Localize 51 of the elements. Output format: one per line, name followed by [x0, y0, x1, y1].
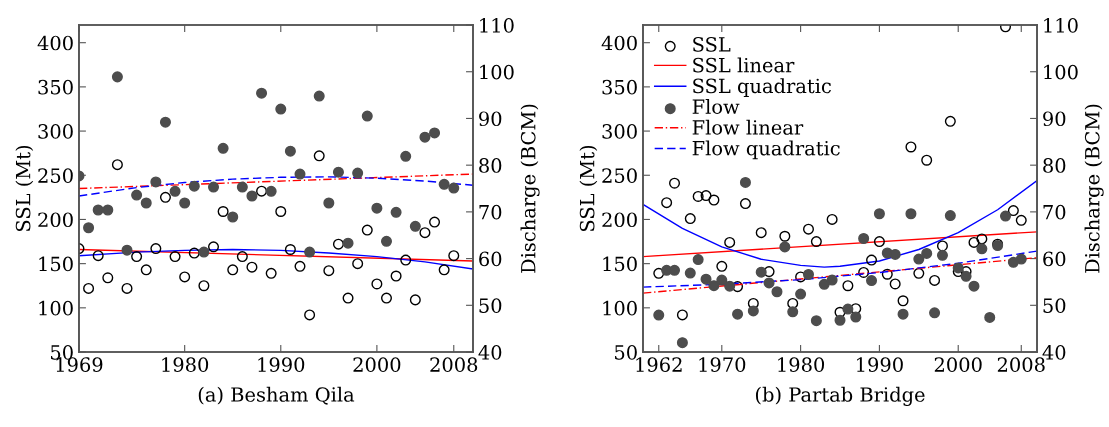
y-tick-label: 250 — [38, 168, 73, 183]
legend-label: SSL — [693, 37, 731, 52]
y2-tick-label: 50 — [479, 298, 502, 313]
y2-tick-label: 80 — [1043, 158, 1066, 173]
y2-tick-label: 90 — [1043, 111, 1066, 127]
y2-tick-label: 80 — [479, 158, 502, 173]
y2-tick-label: 60 — [479, 251, 502, 267]
x-tick-label: 2008 — [430, 357, 478, 372]
x-tick-label: 1980 — [778, 357, 825, 372]
x-tick-label: 1990 — [857, 357, 903, 372]
y2-tick-label: 100 — [480, 64, 514, 80]
legend-label: Flow — [692, 98, 740, 115]
y2-tick-label: 70 — [1043, 204, 1066, 220]
x-tick-label: 2000 — [934, 357, 982, 372]
y-tick-label: 200 — [602, 212, 637, 228]
y-tick-label: 250 — [602, 168, 637, 183]
y-tick-label: 150 — [39, 256, 73, 272]
y-axis-title: SSL (Mt) — [579, 145, 598, 232]
y-tick-label: 200 — [38, 212, 73, 228]
y2-tick-label: 70 — [479, 204, 502, 220]
y-axis-title: SSL (Mt) — [15, 145, 34, 232]
y-tick-label: 350 — [38, 79, 73, 95]
y-tick-label: 300 — [38, 124, 73, 139]
x-tick-label: 1980 — [162, 357, 209, 372]
x-tick-label: 1970 — [699, 357, 746, 372]
x-tick-label: 1990 — [258, 357, 305, 372]
legend-label: SSL quadratic — [693, 78, 831, 98]
y2-tick-label: 60 — [1043, 251, 1066, 267]
y2-axis-title: Discharge (BCM) — [520, 104, 540, 273]
y-tick-label: 100 — [39, 300, 73, 316]
x-axis-title: (a) Besham Qila — [198, 386, 355, 405]
legend-label: Flow quadratic — [692, 140, 840, 160]
x-tick-label: 1962 — [636, 357, 682, 372]
legend-label: SSL linear — [693, 57, 795, 73]
y-tick-label: 350 — [602, 79, 637, 95]
y-tick-label: 50 — [615, 344, 637, 360]
legend-label: Flow linear — [692, 119, 804, 135]
y2-tick-label: 40 — [478, 344, 502, 360]
y2-tick-label: 50 — [1043, 298, 1066, 313]
y2-tick-label: 100 — [1044, 64, 1078, 80]
x-tick-label: 2000 — [353, 357, 401, 372]
y-tick-label: 300 — [602, 124, 637, 139]
y2-tick-label: 110 — [480, 17, 514, 33]
y-tick-label: 100 — [603, 300, 637, 316]
x-axis-title: (b) Partab Bridge — [755, 386, 925, 406]
y2-tick-label: 90 — [479, 111, 502, 127]
y-tick-label: 150 — [603, 256, 637, 272]
y-tick-label: 400 — [601, 35, 637, 51]
y2-axis-title: Discharge (BCM) — [1084, 104, 1104, 273]
y-tick-label: 400 — [37, 35, 73, 51]
y2-tick-label: 110 — [1044, 17, 1078, 33]
